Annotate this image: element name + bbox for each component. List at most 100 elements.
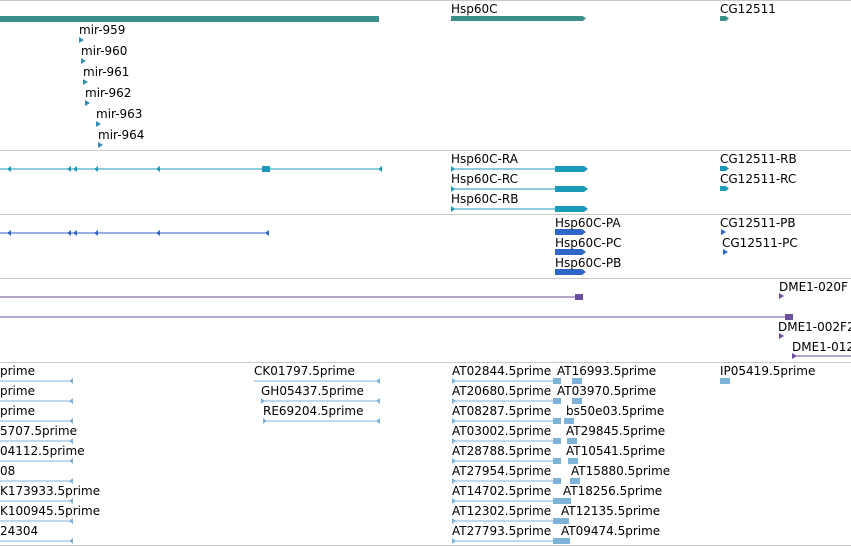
transcript-strand-arrow[interactable] — [725, 165, 729, 172]
transcript-exon[interactable] — [451, 166, 455, 172]
protein-label[interactable]: Hsp60C-PA — [555, 216, 621, 230]
est-feature[interactable] — [553, 458, 561, 464]
probe-feature[interactable] — [779, 293, 784, 299]
est-feature[interactable] — [69, 498, 73, 504]
est-feature[interactable] — [567, 438, 577, 444]
transcript-exon[interactable] — [262, 166, 270, 172]
probe-feature[interactable] — [785, 314, 793, 320]
gene-strand-arrow[interactable] — [725, 15, 729, 22]
transcript-strand-arrow[interactable] — [584, 166, 588, 172]
protein-cds[interactable] — [723, 249, 728, 255]
gene-strand-arrow[interactable] — [582, 15, 586, 22]
est-label[interactable]: GH05437.5prime — [261, 384, 364, 398]
transcript-label[interactable]: Hsp60C-RA — [451, 152, 518, 166]
transcript-exon[interactable] — [720, 166, 725, 171]
est-feature[interactable] — [564, 418, 574, 424]
est-feature[interactable] — [559, 518, 569, 524]
probe-feature[interactable] — [779, 333, 784, 339]
mirna-label[interactable]: mir-959 — [79, 23, 126, 37]
probe-label[interactable]: DME1-020F — [779, 280, 848, 294]
est-label[interactable]: 5707.5prime — [0, 424, 77, 438]
est-label[interactable]: AT15880.5prime — [571, 464, 671, 478]
transcript-exon[interactable] — [451, 186, 455, 192]
est-feature[interactable] — [69, 538, 73, 544]
est-feature[interactable] — [376, 398, 380, 404]
protein-strand-arrow[interactable] — [582, 269, 586, 275]
mirna-label[interactable]: mir-962 — [85, 86, 132, 100]
est-feature[interactable] — [561, 498, 571, 504]
transcript-exon[interactable] — [555, 166, 584, 172]
mirna-feature[interactable] — [98, 142, 103, 148]
transcript-exon[interactable] — [73, 166, 77, 172]
protein-exon[interactable] — [7, 230, 11, 236]
est-feature[interactable] — [376, 378, 380, 384]
mirna-feature[interactable] — [83, 79, 88, 85]
est-feature[interactable] — [553, 378, 561, 384]
est-feature[interactable] — [452, 518, 456, 524]
est-label[interactable]: AT08287.5prime — [452, 404, 552, 418]
mirna-feature[interactable] — [85, 100, 90, 106]
est-label[interactable]: prime — [0, 384, 35, 398]
protein-cds[interactable] — [555, 249, 582, 255]
est-label[interactable]: AT09474.5prime — [561, 524, 661, 538]
transcript-label[interactable]: CG12511-RC — [720, 172, 797, 186]
gene-feature[interactable] — [720, 16, 725, 21]
transcript-exon[interactable] — [67, 166, 71, 172]
est-feature[interactable] — [553, 538, 561, 544]
est-label[interactable]: prime — [0, 364, 35, 378]
est-label[interactable]: AT14702.5prime — [452, 484, 552, 498]
transcript-exon[interactable] — [7, 166, 11, 172]
mirna-label[interactable]: mir-963 — [96, 107, 143, 121]
est-label[interactable]: AT18256.5prime — [563, 484, 663, 498]
transcript-exon[interactable] — [156, 166, 160, 172]
gene-feature[interactable] — [451, 16, 582, 21]
est-label[interactable]: 24304 — [0, 524, 39, 538]
protein-label[interactable]: Hsp60C-PC — [555, 236, 622, 250]
protein-label[interactable]: CG12511-PC — [722, 236, 798, 250]
est-label[interactable]: AT10541.5prime — [566, 444, 666, 458]
est-feature[interactable] — [69, 438, 73, 444]
est-feature[interactable] — [376, 418, 380, 424]
mirna-label[interactable]: mir-964 — [98, 128, 145, 142]
est-feature[interactable] — [69, 378, 73, 384]
gene-feature[interactable] — [0, 16, 379, 22]
mirna-label[interactable]: mir-960 — [81, 44, 128, 58]
est-feature[interactable] — [720, 378, 730, 384]
est-feature[interactable] — [568, 458, 578, 464]
est-feature[interactable] — [452, 438, 456, 444]
est-label[interactable]: AT02844.5prime — [452, 364, 552, 378]
est-feature[interactable] — [572, 398, 582, 404]
est-label[interactable]: AT12302.5prime — [452, 504, 552, 518]
est-label[interactable]: AT20680.5prime — [452, 384, 552, 398]
transcript-exon[interactable] — [720, 186, 725, 191]
protein-exon[interactable] — [67, 230, 71, 236]
est-label[interactable]: AT03002.5prime — [452, 424, 552, 438]
est-feature[interactable] — [553, 498, 561, 504]
transcript-label[interactable]: CG12511-RB — [720, 152, 797, 166]
est-label[interactable]: IP05419.5prime — [720, 364, 816, 378]
protein-exon[interactable] — [265, 230, 269, 236]
est-feature[interactable] — [452, 458, 456, 464]
transcript-label[interactable]: Hsp60C-RC — [451, 172, 518, 186]
est-feature[interactable] — [452, 378, 456, 384]
protein-exon[interactable] — [73, 230, 77, 236]
est-feature[interactable] — [553, 478, 561, 484]
protein-exon[interactable] — [94, 230, 98, 236]
protein-exon[interactable] — [156, 230, 160, 236]
est-label[interactable]: 08 — [0, 464, 16, 478]
transcript-exon[interactable] — [378, 166, 382, 172]
est-feature[interactable] — [452, 498, 456, 504]
est-label[interactable]: 04112.5prime — [0, 444, 85, 458]
est-feature[interactable] — [553, 518, 561, 524]
est-feature[interactable] — [263, 418, 267, 424]
est-feature[interactable] — [570, 478, 580, 484]
est-label[interactable]: RE69204.5prime — [263, 404, 364, 418]
est-feature[interactable] — [452, 538, 456, 544]
est-feature[interactable] — [553, 398, 561, 404]
est-feature[interactable] — [69, 458, 73, 464]
est-feature[interactable] — [553, 418, 561, 424]
est-label[interactable]: K100945.5prime — [0, 504, 101, 518]
protein-label[interactable]: Hsp60C-PB — [555, 256, 622, 270]
est-label[interactable]: K173933.5prime — [0, 484, 101, 498]
transcript-exon[interactable] — [94, 166, 98, 172]
